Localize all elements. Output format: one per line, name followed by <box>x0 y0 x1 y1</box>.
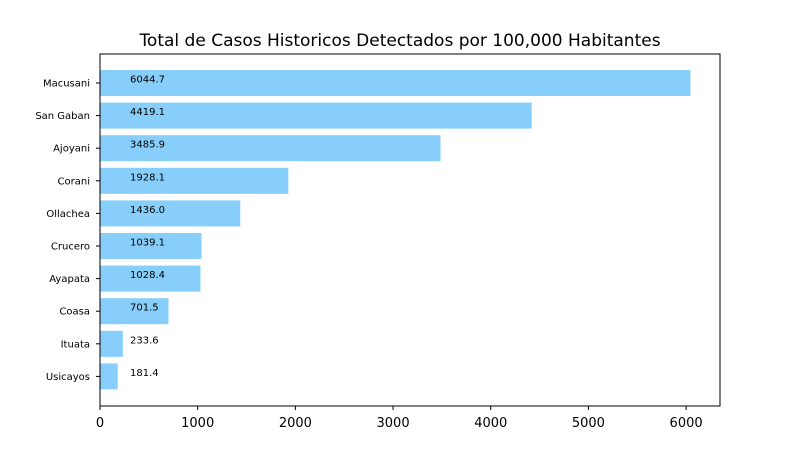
y-tick-label: Crucero <box>51 242 90 253</box>
bar <box>100 167 289 194</box>
data-label: 1928.1 <box>130 172 165 183</box>
data-label: 3485.9 <box>130 140 165 151</box>
bar <box>100 70 691 96</box>
x-tick-label: 6000 <box>670 416 703 431</box>
data-labels: 6044.7 4419.1 3485.9 1928.1 1436.0 1039.1 1028… <box>130 75 165 379</box>
data-label: 233.6 <box>130 335 159 346</box>
bar <box>100 102 532 129</box>
data-label: 1436.0 <box>130 205 165 216</box>
bar <box>100 363 118 390</box>
x-axis: 0 1000 2000 3000 4000 5000 6000 <box>96 406 703 431</box>
y-tick-label: Usicayos <box>46 372 90 383</box>
x-tick-label: 3000 <box>377 416 410 431</box>
bar <box>100 135 441 162</box>
x-tick-label: 0 <box>96 416 104 431</box>
data-label: 4419.1 <box>130 107 165 118</box>
data-label: 1039.1 <box>130 238 165 249</box>
y-tick-label: Ollachea <box>46 209 90 220</box>
y-tick-label: Ituata <box>61 339 90 350</box>
x-tick-label: 2000 <box>279 416 312 431</box>
y-tick-label: Ajoyani <box>53 144 90 155</box>
bar <box>100 298 169 325</box>
plot-frame <box>99 53 721 407</box>
bars-group <box>100 70 691 390</box>
bar <box>100 330 123 357</box>
y-tick-label: Coasa <box>59 307 90 318</box>
y-tick-label: San Gaban <box>35 111 90 122</box>
bar <box>100 200 241 227</box>
y-axis-labels: Macusani San Gaban Ajoyani Corani Ollachea Cr… <box>35 79 100 383</box>
data-label: 181.4 <box>130 368 159 379</box>
x-tick-label: 4000 <box>474 416 507 431</box>
data-label: 701.5 <box>130 303 159 314</box>
data-label: 6044.7 <box>130 75 165 86</box>
x-tick-label: 5000 <box>572 416 605 431</box>
chart-title: Total de Casos Historicos Detectados por… <box>138 31 660 51</box>
x-tick-label: 1000 <box>181 416 214 431</box>
y-tick-label: Ayapata <box>49 274 90 285</box>
bar <box>100 233 202 259</box>
data-label: 1028.4 <box>130 270 165 281</box>
bar <box>100 265 201 292</box>
y-tick-label: Corani <box>58 176 90 187</box>
y-tick-label: Macusani <box>43 79 90 90</box>
